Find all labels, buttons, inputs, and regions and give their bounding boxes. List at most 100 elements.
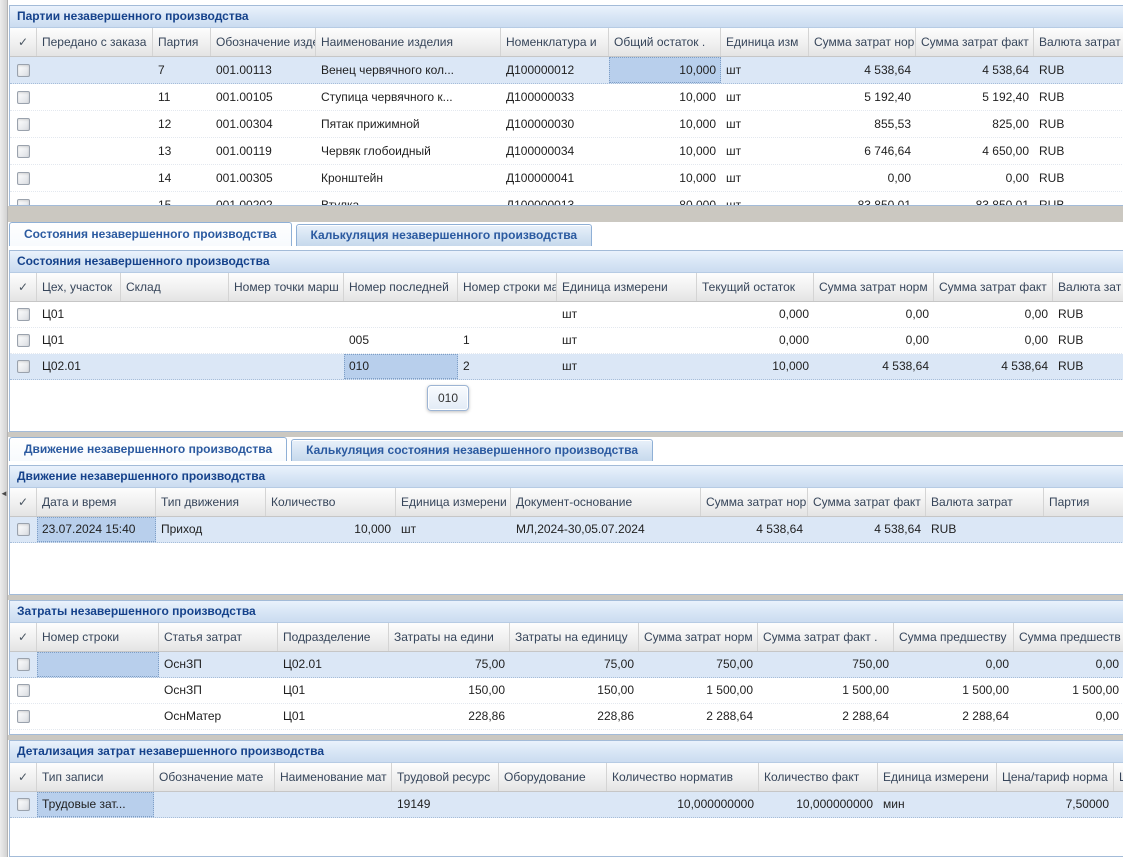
- cell: 19149: [397, 797, 431, 811]
- panel-batches: Партии незавершенного производства ✓ Пере…: [9, 5, 1123, 206]
- column-header[interactable]: Количество: [266, 488, 396, 516]
- column-header[interactable]: Единица измерени: [396, 488, 511, 516]
- horizontal-splitter[interactable]: [8, 595, 1123, 600]
- table-row[interactable]: Ц01 005 1 шт 0,000 0,00 0,00 RUB: [10, 328, 1123, 354]
- column-header[interactable]: Подразделение: [278, 623, 389, 651]
- column-header[interactable]: Общий остаток .: [609, 28, 721, 56]
- column-header[interactable]: Сумма затрат факт .: [758, 623, 894, 651]
- column-header[interactable]: Валюта затрат: [926, 488, 1044, 516]
- collapse-left-icon[interactable]: ◄: [0, 489, 8, 498]
- column-header[interactable]: Оборудование: [499, 763, 607, 791]
- select-all-header[interactable]: ✓: [10, 623, 37, 651]
- column-header[interactable]: Склад: [121, 273, 229, 301]
- table-row[interactable]: 23.07.2024 15:40 Приход 10,000 шт МЛ,2024-30…: [10, 517, 1123, 543]
- column-header[interactable]: Текущий остаток: [697, 273, 814, 301]
- table-row[interactable]: 14 001.00305 Кронштейн Д100000041 10,000 шт 0,…: [10, 165, 1123, 192]
- horizontal-splitter[interactable]: [8, 735, 1123, 740]
- column-header[interactable]: Трудовой ресурс: [392, 763, 499, 791]
- select-all-header[interactable]: ✓: [10, 28, 37, 56]
- column-header[interactable]: Сумма затрат норм: [809, 28, 916, 56]
- select-all-header[interactable]: ✓: [10, 763, 37, 791]
- horizontal-splitter[interactable]: [8, 206, 1123, 222]
- table-row[interactable]: ОснЗП Ц01 150,00 150,00 1 500,00 1 500,00 1 50…: [10, 678, 1123, 704]
- column-header[interactable]: Сумма предшеству: [894, 623, 1014, 651]
- table-row[interactable]: Ц01 шт 0,000 0,00 0,00 RUB: [10, 302, 1123, 328]
- column-header[interactable]: Сумма затрат факт: [934, 273, 1053, 301]
- row-checkbox[interactable]: [17, 798, 30, 811]
- column-header[interactable]: Обозначение изде: [211, 28, 316, 56]
- tab-calculation-state[interactable]: Калькуляция состояния незавершенного про…: [291, 439, 654, 461]
- column-header[interactable]: Сумма затрат норм: [639, 623, 758, 651]
- cell: [37, 84, 153, 110]
- panel-title-details: Детализация затрат незавершенного произв…: [10, 741, 1123, 763]
- column-header[interactable]: Номенклатура и: [501, 28, 609, 56]
- row-checkbox[interactable]: [17, 308, 30, 321]
- table-row[interactable]: Трудовые зат... 19149 10,000000000 10,00000…: [10, 792, 1123, 818]
- column-header[interactable]: Затраты на единицу: [510, 623, 639, 651]
- column-header[interactable]: Сумма затрат норм: [814, 273, 934, 301]
- table-row[interactable]: 15 001.00202 Втулка Д100000013 80,000 шт 83 85…: [10, 192, 1123, 205]
- column-header[interactable]: Статья затрат: [159, 623, 278, 651]
- select-all-header[interactable]: ✓: [10, 273, 37, 301]
- tab-calculation-wip[interactable]: Калькуляция незавершенного производства: [295, 224, 593, 246]
- column-header[interactable]: Номер строки мар: [458, 273, 557, 301]
- column-header[interactable]: Сумма предшеств: [1014, 623, 1123, 651]
- column-header[interactable]: Валюта затрат: [1034, 28, 1123, 56]
- column-header[interactable]: Цена/тариф норма: [997, 763, 1114, 791]
- table-row[interactable]: 13 001.00119 Червяк глобоидный Д100000034 10…: [10, 138, 1123, 165]
- column-header[interactable]: Количество норматив: [607, 763, 759, 791]
- column-header[interactable]: Тип записи: [37, 763, 154, 791]
- checkbox-cell: [10, 517, 37, 542]
- column-header[interactable]: Сумма затрат факт: [916, 28, 1034, 56]
- row-checkbox[interactable]: [17, 684, 30, 697]
- table-row[interactable]: 7 001.00113 Венец червячного кол... Д100000…: [10, 57, 1123, 84]
- column-header[interactable]: Единица измерени: [557, 273, 697, 301]
- column-header[interactable]: Тип движения: [156, 488, 266, 516]
- cell: 228,86: [468, 709, 505, 723]
- left-splitter[interactable]: ◄: [0, 0, 8, 857]
- table-row[interactable]: Ц02.01 010 2 шт 10,000 4 538,64 4 538,64 RUB: [10, 354, 1123, 380]
- row-checkbox[interactable]: [17, 360, 30, 373]
- grid-details: ✓ Тип записи Обозначение мате Наименование …: [10, 763, 1123, 818]
- column-header[interactable]: Обозначение мате: [154, 763, 275, 791]
- row-checkbox[interactable]: [17, 710, 30, 723]
- row-checkbox[interactable]: [17, 90, 30, 104]
- row-checkbox[interactable]: [17, 63, 30, 77]
- column-header[interactable]: Номер строки: [37, 623, 159, 651]
- column-header[interactable]: Передано с заказа: [37, 28, 153, 56]
- row-checkbox[interactable]: [17, 334, 30, 347]
- column-header[interactable]: Валюта зат: [1053, 273, 1123, 301]
- column-header[interactable]: Номер точки марш: [229, 273, 344, 301]
- column-header[interactable]: Партия: [153, 28, 211, 56]
- table-row[interactable]: 12 001.00304 Пятак прижимной Д100000030 10,0…: [10, 111, 1123, 138]
- column-header[interactable]: Номер последней: [344, 273, 458, 301]
- column-header[interactable]: Цех, участок: [37, 273, 121, 301]
- cell: 10,000: [679, 171, 716, 185]
- row-checkbox[interactable]: [17, 144, 30, 158]
- column-header[interactable]: Наименование мат: [275, 763, 392, 791]
- table-row[interactable]: 11 001.00105 Ступица червячного к... Д10000…: [10, 84, 1123, 111]
- select-all-header[interactable]: ✓: [10, 488, 37, 516]
- column-header[interactable]: Сумма затрат норм: [701, 488, 808, 516]
- table-row[interactable]: ОснЗП Ц02.01 75,00 75,00 750,00 750,00 0,00 0,0…: [10, 652, 1123, 678]
- column-header[interactable]: Затраты на едини: [389, 623, 510, 651]
- column-header[interactable]: Количество факт: [759, 763, 878, 791]
- horizontal-splitter[interactable]: [8, 432, 1123, 437]
- column-header[interactable]: Дата и время: [37, 488, 156, 516]
- row-checkbox[interactable]: [17, 198, 30, 205]
- tab-movement[interactable]: Движение незавершенного производства: [9, 437, 288, 461]
- column-header[interactable]: Сумма затрат факт: [808, 488, 926, 516]
- row-checkbox[interactable]: [17, 658, 30, 671]
- row-checkbox[interactable]: [17, 171, 30, 185]
- tab-states[interactable]: Состояния незавершенного производства: [9, 222, 292, 246]
- column-header[interactable]: Единица измерени: [878, 763, 997, 791]
- column-header[interactable]: Документ-основание: [511, 488, 701, 516]
- row-checkbox[interactable]: [17, 117, 30, 131]
- table-row[interactable]: ОснМатер Ц01 228,86 228,86 2 288,64 2 288,64 2…: [10, 704, 1123, 730]
- column-header[interactable]: Единица изм: [721, 28, 809, 56]
- column-header[interactable]: Ц: [1114, 763, 1123, 791]
- column-header[interactable]: Партия: [1044, 488, 1123, 516]
- column-header[interactable]: Наименование изделия: [316, 28, 501, 56]
- row-checkbox[interactable]: [17, 523, 30, 536]
